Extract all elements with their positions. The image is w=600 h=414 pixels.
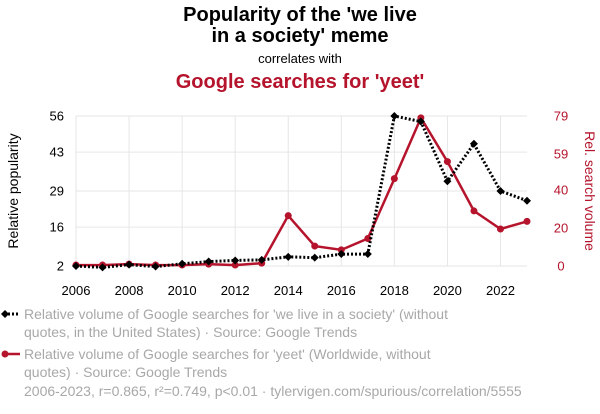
series-1-point <box>204 257 213 266</box>
chart-subtitle: Google searches for 'yeet' <box>176 71 425 93</box>
series-2-point <box>231 261 239 269</box>
x-tick-label: 2006 <box>62 283 91 298</box>
x-tick-label: 2008 <box>115 283 144 298</box>
series-1-point <box>284 252 293 261</box>
y-tick-label-right: 79 <box>554 109 568 124</box>
series-2-point <box>337 246 345 254</box>
series-2-point <box>496 225 504 233</box>
series-2-point <box>390 175 398 183</box>
legend-swatch-series1-marker <box>1 310 9 318</box>
legend-entry-series1: Relative volume of Google searches for '… <box>24 306 448 340</box>
series-1-point <box>523 196 531 205</box>
chart-title-line2: in a society' meme <box>211 25 388 47</box>
x-tick-label: 2014 <box>274 283 303 298</box>
series-1-point <box>98 263 107 272</box>
series-1-point <box>178 259 187 268</box>
series-1-point <box>151 262 160 271</box>
y-tick-label-right: 40 <box>554 183 568 198</box>
series-2-line <box>76 115 528 267</box>
series-1-point <box>257 255 266 264</box>
series-1-point <box>337 250 346 259</box>
x-tick-label: 2010 <box>168 283 197 298</box>
series-1-point <box>310 253 319 262</box>
series-1-point <box>72 262 80 270</box>
series-2-point <box>443 158 451 166</box>
series-1-point <box>443 177 452 186</box>
series-1-point <box>390 112 399 120</box>
y-tick-label-right: 59 <box>554 146 568 161</box>
series-1-line <box>75 114 528 269</box>
y-tick-label-right: 20 <box>554 221 568 236</box>
y-tick-label-left: 56 <box>50 109 64 124</box>
y-axis-label-left: Relative popularity <box>5 133 21 248</box>
x-tick-label: 2020 <box>433 283 462 298</box>
series-2-point <box>470 207 478 215</box>
y-tick-label-left: 16 <box>50 220 64 235</box>
series-2-point <box>284 212 292 220</box>
series-2-point <box>364 234 372 242</box>
y-tick-label-left: 43 <box>50 145 64 160</box>
legend-swatches <box>1 310 20 358</box>
chart-title-line1: Popularity of the 'we live <box>183 4 417 26</box>
y-tick-label-right: 0 <box>557 259 564 274</box>
series-2-point <box>523 217 531 225</box>
series-1-point <box>496 187 505 195</box>
chart-footer: 2006-2023, r=0.865, r²=0.749, p<0.01 · t… <box>24 383 522 399</box>
legend-swatch-series2-marker <box>1 350 9 358</box>
series-1-point <box>231 256 240 265</box>
x-tick-label: 2016 <box>327 283 356 298</box>
y-tick-label-left: 2 <box>57 259 64 274</box>
series-1-point <box>363 250 372 259</box>
chart-connector-text: correlates with <box>258 51 342 66</box>
series-2-point <box>311 242 319 250</box>
x-tick-label: 2018 <box>380 283 409 298</box>
series-1-point <box>416 117 425 126</box>
series-layer <box>72 112 531 272</box>
tick-layer: 2 16 29 43 56 0 20 40 59 79 2006 2008 2010 2012 2014 20… <box>50 109 569 299</box>
series-1 <box>72 112 531 272</box>
series-1-point <box>469 139 478 148</box>
x-tick-label: 2012 <box>221 283 250 298</box>
legend-entry-series2: Relative volume of Google searches for '… <box>24 346 431 380</box>
y-tick-label-left: 29 <box>50 184 64 199</box>
x-tick-label: 2022 <box>486 283 515 298</box>
y-axis-label-right: Rel. search volume <box>582 131 598 251</box>
grid-layer <box>75 115 527 267</box>
series-1-point <box>125 260 134 269</box>
